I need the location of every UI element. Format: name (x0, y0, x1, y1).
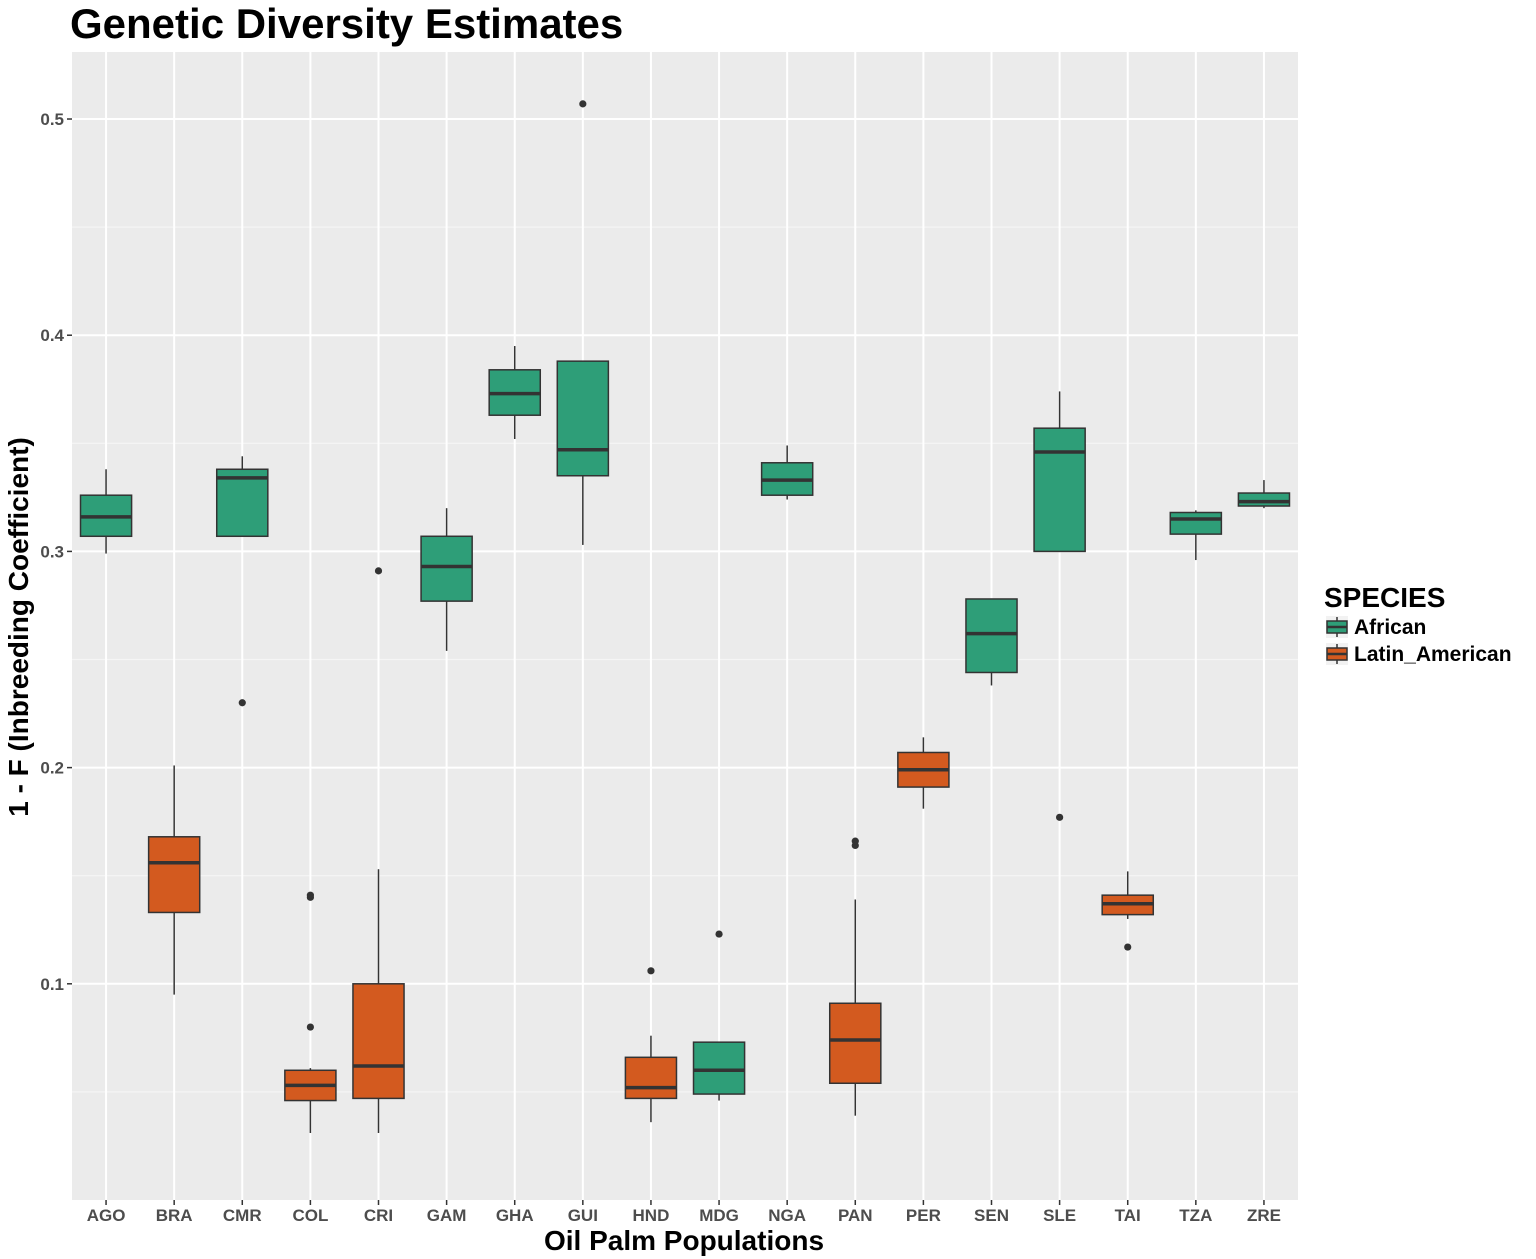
box-body (1237, 492, 1291, 507)
box-body (352, 983, 405, 1100)
box-zre (1237, 480, 1291, 509)
outlier-point (306, 1023, 314, 1031)
legend: SPECIES African Latin_American (1324, 582, 1512, 666)
x-axis-title: Oil Palm Populations (544, 1225, 824, 1256)
outlier-point (851, 837, 859, 845)
outlier-point (1056, 813, 1064, 821)
outlier-point (579, 100, 587, 108)
x-tick-label: CMR (223, 1206, 262, 1225)
y-tick-label: 0.5 (40, 110, 64, 129)
x-tick-label: GHA (496, 1206, 534, 1225)
box-mdg (692, 930, 746, 1101)
x-tick-label: CRI (364, 1206, 393, 1225)
box-gui (556, 100, 610, 545)
x-tick-label: PER (906, 1206, 941, 1225)
box-body (147, 836, 201, 914)
box-body (215, 468, 269, 538)
legend-entry-latin_american: Latin_American (1326, 643, 1512, 666)
legend-entry-african: African (1326, 616, 1426, 639)
x-tick-label: SLE (1043, 1206, 1076, 1225)
box-ago (79, 469, 133, 554)
outlier-point (238, 699, 246, 707)
y-tick-label: 0.3 (40, 542, 64, 561)
box-layer (79, 100, 1291, 1133)
x-axis-ticks: AGO BRA CMR COL CRI GAM GHA GUI HND MDG NGA PAN PER S… (87, 1200, 1281, 1225)
box-body (692, 1041, 746, 1095)
plot-panel (72, 52, 1298, 1200)
x-tick-label: AGO (87, 1206, 126, 1225)
y-axis-title: 1 - F (Inbreeding Coefficient) (3, 437, 34, 817)
x-tick-label: ZRE (1247, 1206, 1281, 1225)
x-tick-label: MDG (699, 1206, 739, 1225)
box-gam (420, 508, 473, 651)
box-tza (1169, 510, 1223, 561)
box-col (284, 891, 337, 1133)
box-per (897, 737, 950, 809)
box-tai (1101, 871, 1155, 951)
box-body (1169, 511, 1223, 535)
legend-title: SPECIES (1324, 582, 1445, 613)
outlier-point (1124, 943, 1132, 951)
x-tick-label: COL (292, 1206, 328, 1225)
x-tick-label: GAM (427, 1206, 467, 1225)
box-bra (147, 765, 201, 995)
x-tick-label: BRA (156, 1206, 193, 1225)
x-tick-label: TZA (1179, 1206, 1212, 1225)
box-body (624, 1056, 678, 1100)
box-hnd (624, 967, 678, 1123)
box-body (556, 360, 610, 477)
box-gha (488, 346, 542, 439)
x-tick-label: PAN (838, 1206, 873, 1225)
y-tick-label: 0.4 (40, 326, 64, 345)
outlier-point (647, 967, 655, 975)
x-tick-label: HND (633, 1206, 670, 1225)
y-tick-label: 0.2 (40, 759, 64, 778)
x-tick-label: SEN (974, 1206, 1009, 1225)
chart-title: Genetic Diversity Estimates (70, 0, 623, 47)
outlier-point (374, 567, 383, 575)
x-tick-label: NGA (768, 1206, 806, 1225)
box-sle (1033, 391, 1086, 821)
x-tick-label: TAI (1115, 1206, 1141, 1225)
legend-label: Latin_American (1354, 643, 1512, 666)
box-sen (965, 598, 1018, 686)
y-axis-ticks: 0.1 0.2 0.3 0.4 0.5 (40, 110, 72, 994)
box-body (1033, 427, 1086, 553)
legend-entries: African Latin_American (1326, 616, 1512, 666)
box-pan (828, 837, 882, 1116)
outlier-point (306, 891, 314, 899)
box-body (420, 535, 473, 602)
box-cri (352, 567, 405, 1133)
box-nga (760, 445, 814, 500)
outlier-point (715, 930, 723, 938)
legend-label: African (1354, 616, 1426, 639)
y-tick-label: 0.1 (40, 975, 64, 994)
box-cmr (215, 456, 269, 707)
x-tick-label: GUI (568, 1206, 598, 1225)
box-body (965, 598, 1018, 674)
box-body (828, 1002, 882, 1085)
